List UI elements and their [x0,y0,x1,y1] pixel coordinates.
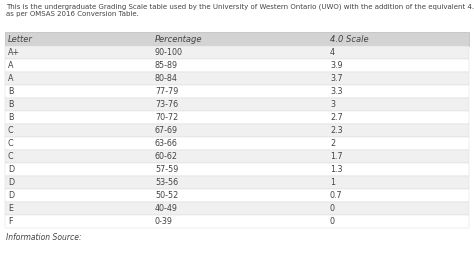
Text: as per OMSAS 2016 Conversion Table.: as per OMSAS 2016 Conversion Table. [6,11,139,17]
Bar [5,85,469,98]
Text: This is the undergraduate Grading Scale table used by the University of Western : This is the undergraduate Grading Scale … [6,4,474,10]
Bar [5,202,469,215]
Bar [5,72,469,85]
Text: 57-59: 57-59 [155,165,178,174]
Bar [5,124,469,137]
Text: C: C [8,126,14,135]
Text: 50-52: 50-52 [155,191,178,200]
Bar [5,98,469,111]
Text: D: D [8,178,14,187]
Text: A+: A+ [8,48,20,57]
Text: C: C [8,139,14,148]
Text: 3.3: 3.3 [330,87,343,96]
Text: Information Source:: Information Source: [6,233,82,242]
Text: 67-69: 67-69 [155,126,178,135]
Text: B: B [8,100,13,109]
Text: E: E [8,204,13,213]
Text: D: D [8,191,14,200]
Text: 77-79: 77-79 [155,87,178,96]
Text: 1.7: 1.7 [330,152,343,161]
Bar [5,150,469,163]
Bar [5,176,469,189]
Text: C: C [8,152,14,161]
Text: Letter: Letter [8,35,33,44]
Text: 1.3: 1.3 [330,165,343,174]
Text: A: A [8,74,13,83]
Text: 80-84: 80-84 [155,74,178,83]
Text: 70-72: 70-72 [155,113,178,122]
Text: 3: 3 [330,100,335,109]
Text: 90-100: 90-100 [155,48,183,57]
Text: 2: 2 [330,139,335,148]
Text: 4: 4 [330,48,335,57]
Bar [5,32,469,46]
Text: 0: 0 [330,204,335,213]
Bar [5,189,469,202]
Text: 1: 1 [330,178,335,187]
Text: 0.7: 0.7 [330,191,343,200]
Bar [5,163,469,176]
Bar [5,46,469,59]
Text: 2.7: 2.7 [330,113,343,122]
Text: 2.3: 2.3 [330,126,343,135]
Text: 3.9: 3.9 [330,61,343,70]
Text: 0-39: 0-39 [155,217,173,226]
Text: 63-66: 63-66 [155,139,178,148]
Bar [5,137,469,150]
Text: B: B [8,113,13,122]
Text: 4.0 Scale: 4.0 Scale [330,35,369,44]
Text: A: A [8,61,13,70]
Bar [5,59,469,72]
Bar [5,111,469,124]
Text: F: F [8,217,12,226]
Text: Percentage: Percentage [155,35,202,44]
Bar [5,215,469,228]
Text: 53-56: 53-56 [155,178,178,187]
Text: 73-76: 73-76 [155,100,178,109]
Text: 0: 0 [330,217,335,226]
Text: 3.7: 3.7 [330,74,343,83]
Text: B: B [8,87,13,96]
Text: 85-89: 85-89 [155,61,178,70]
Text: 40-49: 40-49 [155,204,178,213]
Text: D: D [8,165,14,174]
Text: 60-62: 60-62 [155,152,178,161]
